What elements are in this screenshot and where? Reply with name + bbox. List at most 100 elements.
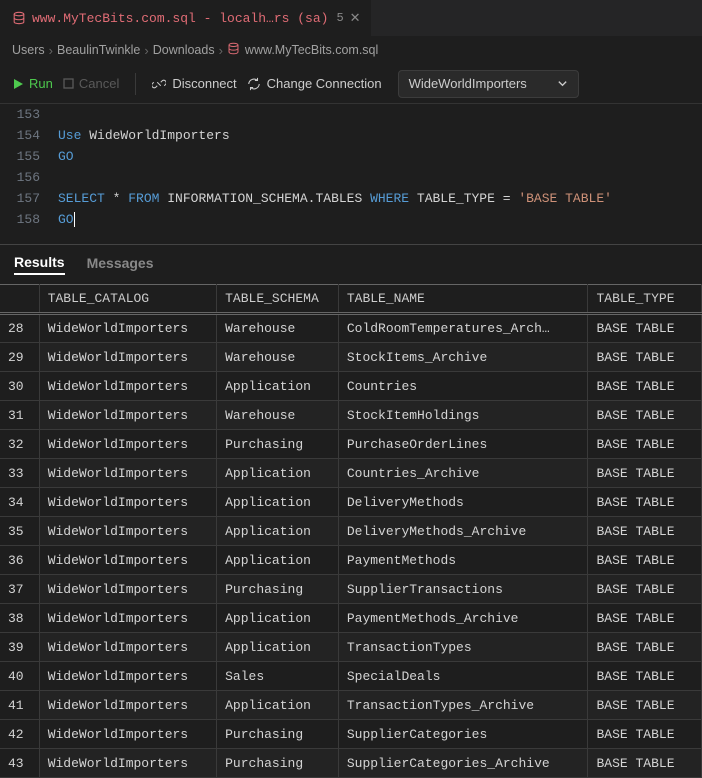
table-row[interactable]: 29WideWorldImportersWarehouseStockItems_… [0,343,702,372]
cell[interactable]: BASE TABLE [588,401,702,430]
table-row[interactable]: 34WideWorldImportersApplicationDeliveryM… [0,488,702,517]
cell[interactable]: Application [217,517,339,546]
breadcrumb-item[interactable]: Downloads [153,43,215,57]
cell[interactable]: BASE TABLE [588,459,702,488]
code-content[interactable]: GO [58,146,702,167]
close-icon[interactable]: ✕ [350,11,361,26]
cell[interactable]: BASE TABLE [588,372,702,401]
table-row[interactable]: 39WideWorldImportersApplicationTransacti… [0,633,702,662]
cell[interactable]: Application [217,372,339,401]
cell[interactable]: Purchasing [217,749,339,778]
cell[interactable]: WideWorldImporters [39,372,216,401]
table-row[interactable]: 33WideWorldImportersApplicationCountries… [0,459,702,488]
editor-line[interactable]: 158GO [0,209,702,230]
cell[interactable]: WideWorldImporters [39,343,216,372]
cell[interactable]: BASE TABLE [588,488,702,517]
sql-editor[interactable]: 153154Use WideWorldImporters155GO156157S… [0,104,702,230]
cell[interactable]: WideWorldImporters [39,314,216,343]
table-row[interactable]: 32WideWorldImportersPurchasingPurchaseOr… [0,430,702,459]
code-content[interactable]: SELECT * FROM INFORMATION_SCHEMA.TABLES … [58,188,702,209]
column-header[interactable]: TABLE_NAME [338,285,588,314]
cell[interactable]: StockItemHoldings [338,401,588,430]
table-row[interactable]: 43WideWorldImportersPurchasingSupplierCa… [0,749,702,778]
cell[interactable]: BASE TABLE [588,575,702,604]
editor-line[interactable]: 154Use WideWorldImporters [0,125,702,146]
cell[interactable]: BASE TABLE [588,517,702,546]
cell[interactable]: Purchasing [217,720,339,749]
column-header[interactable]: TABLE_CATALOG [39,285,216,314]
cell[interactable]: ColdRoomTemperatures_Arch… [338,314,588,343]
cell[interactable]: TransactionTypes_Archive [338,691,588,720]
table-row[interactable]: 40WideWorldImportersSalesSpecialDealsBAS… [0,662,702,691]
cell[interactable]: Purchasing [217,430,339,459]
cell[interactable]: BASE TABLE [588,691,702,720]
cell[interactable]: WideWorldImporters [39,575,216,604]
cell[interactable]: PaymentMethods_Archive [338,604,588,633]
cell[interactable]: Application [217,459,339,488]
cell[interactable]: WideWorldImporters [39,517,216,546]
cell[interactable]: BASE TABLE [588,720,702,749]
cell[interactable]: Sales [217,662,339,691]
cell[interactable]: Warehouse [217,314,339,343]
cell[interactable]: Warehouse [217,401,339,430]
cell[interactable]: Application [217,633,339,662]
cell[interactable]: DeliveryMethods [338,488,588,517]
tab-results[interactable]: Results [14,254,65,275]
cell[interactable]: StockItems_Archive [338,343,588,372]
editor-line[interactable]: 157SELECT * FROM INFORMATION_SCHEMA.TABL… [0,188,702,209]
cell[interactable]: BASE TABLE [588,749,702,778]
code-content[interactable] [58,167,702,188]
table-row[interactable]: 30WideWorldImportersApplicationCountries… [0,372,702,401]
breadcrumb-item[interactable]: BeaulinTwinkle [57,43,140,57]
cell[interactable]: BASE TABLE [588,314,702,343]
table-row[interactable]: 31WideWorldImportersWarehouseStockItemHo… [0,401,702,430]
tab-messages[interactable]: Messages [87,255,154,274]
database-select[interactable]: WideWorldImporters [398,70,579,98]
cell[interactable]: WideWorldImporters [39,401,216,430]
cell[interactable]: BASE TABLE [588,604,702,633]
cell[interactable]: Application [217,691,339,720]
column-header[interactable]: TABLE_TYPE [588,285,702,314]
editor-line[interactable]: 153 [0,104,702,125]
cell[interactable]: WideWorldImporters [39,459,216,488]
cell[interactable]: SupplierTransactions [338,575,588,604]
cell[interactable]: WideWorldImporters [39,720,216,749]
cell[interactable]: WideWorldImporters [39,488,216,517]
cell[interactable]: BASE TABLE [588,546,702,575]
change-connection-button[interactable]: Change Connection [247,76,382,91]
code-content[interactable]: Use WideWorldImporters [58,125,702,146]
cell[interactable]: WideWorldImporters [39,546,216,575]
code-content[interactable]: GO [58,209,702,230]
breadcrumb-item[interactable]: Users [12,43,45,57]
breadcrumb-item[interactable]: www.MyTecBits.com.sql [245,43,378,57]
cell[interactable]: BASE TABLE [588,633,702,662]
cell[interactable]: Application [217,488,339,517]
table-row[interactable]: 41WideWorldImportersApplicationTransacti… [0,691,702,720]
editor-line[interactable]: 155GO [0,146,702,167]
cell[interactable]: Countries [338,372,588,401]
cell[interactable]: PurchaseOrderLines [338,430,588,459]
cell[interactable]: SpecialDeals [338,662,588,691]
cell[interactable]: WideWorldImporters [39,604,216,633]
cell[interactable]: BASE TABLE [588,662,702,691]
editor-tab[interactable]: www.MyTecBits.com.sql - localh…rs (sa) 5… [0,0,372,36]
cell[interactable]: WideWorldImporters [39,662,216,691]
cell[interactable]: Purchasing [217,575,339,604]
cell[interactable]: Warehouse [217,343,339,372]
cell[interactable]: SupplierCategories [338,720,588,749]
editor-line[interactable]: 156 [0,167,702,188]
cell[interactable]: SupplierCategories_Archive [338,749,588,778]
table-row[interactable]: 35WideWorldImportersApplicationDeliveryM… [0,517,702,546]
cell[interactable]: WideWorldImporters [39,749,216,778]
table-row[interactable]: 38WideWorldImportersApplicationPaymentMe… [0,604,702,633]
cell[interactable]: DeliveryMethods_Archive [338,517,588,546]
cell[interactable]: BASE TABLE [588,343,702,372]
table-row[interactable]: 28WideWorldImportersWarehouseColdRoomTem… [0,314,702,343]
disconnect-button[interactable]: Disconnect [152,76,236,91]
table-row[interactable]: 37WideWorldImportersPurchasingSupplierTr… [0,575,702,604]
cell[interactable]: Application [217,604,339,633]
cell[interactable]: WideWorldImporters [39,691,216,720]
cell[interactable]: TransactionTypes [338,633,588,662]
code-content[interactable] [58,104,702,125]
cell[interactable]: WideWorldImporters [39,633,216,662]
